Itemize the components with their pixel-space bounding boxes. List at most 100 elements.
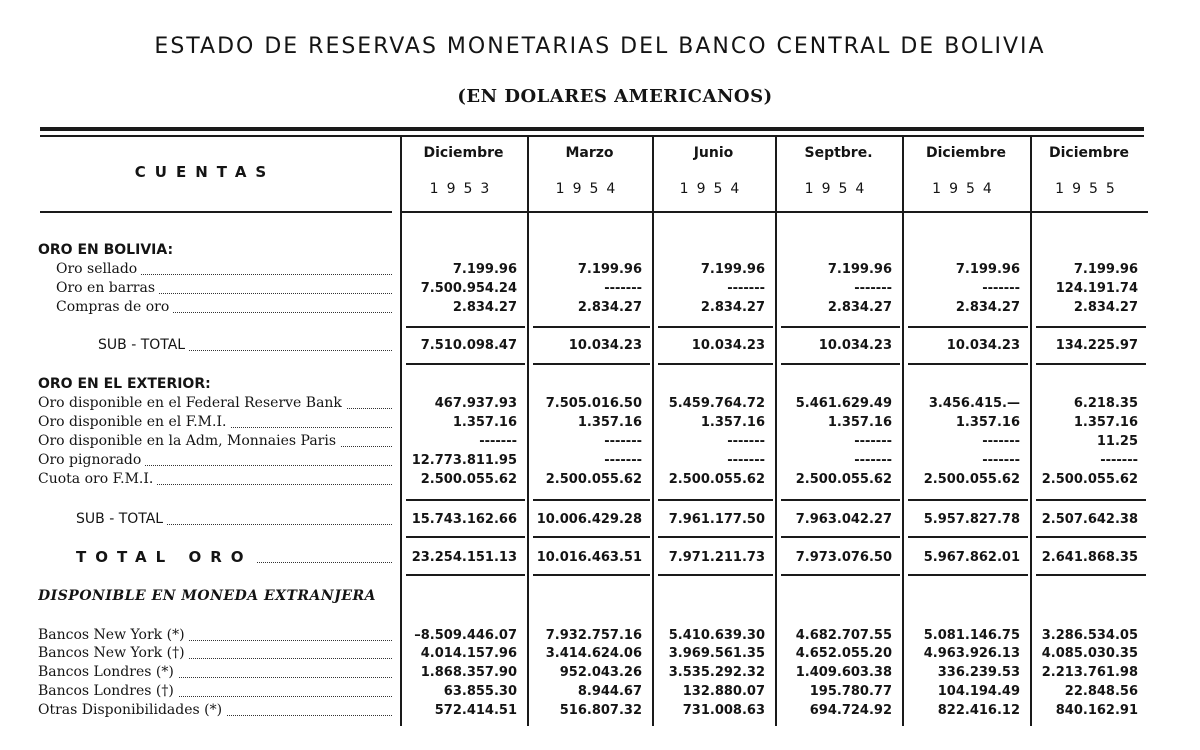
- table-cell: 2.834.27: [1073, 300, 1138, 315]
- table-cell: 467.937.93: [434, 396, 517, 411]
- subtotal-rule: [1036, 574, 1146, 576]
- table-cell: 10.034.23: [568, 338, 642, 353]
- row-label: Bancos Londres (*): [38, 663, 396, 682]
- subtotal-rule: [406, 574, 525, 576]
- table-cell: 124.191.74: [1055, 281, 1138, 296]
- table-cell: 572.414.51: [434, 703, 517, 718]
- table-cell: -------: [604, 281, 642, 296]
- table-cell: 10.016.463.51: [536, 550, 642, 565]
- table-cell: 2.500.055.62: [1041, 472, 1138, 487]
- column-divider: [902, 136, 904, 726]
- subtotal-rule: [658, 536, 773, 538]
- table-cell: 822.416.12: [937, 703, 1020, 718]
- table-cell: 1.357.16: [700, 415, 765, 430]
- table-cell: 1.868.357.90: [420, 665, 517, 680]
- subtotal-rule: [781, 363, 900, 365]
- table-cell: -------: [854, 434, 892, 449]
- table-cell: 1.357.16: [452, 415, 517, 430]
- column-year: 1955: [1055, 181, 1123, 197]
- table-cell: -------: [604, 453, 642, 468]
- column-year: 1954: [555, 181, 624, 197]
- table-cell: 2.834.27: [827, 300, 892, 315]
- table-cell: 2.500.055.62: [795, 472, 892, 487]
- table-cell: 3.286.534.05: [1041, 628, 1138, 643]
- table-cell: 15.743.162.66: [411, 512, 517, 527]
- table-cell: 7.963.042.27: [795, 512, 892, 527]
- table-cell: 5.461.629.49: [795, 396, 892, 411]
- table-cell: -------: [982, 281, 1020, 296]
- table-cell: 104.194.49: [937, 684, 1020, 699]
- table-cell: 195.780.77: [809, 684, 892, 699]
- subtotal-rule: [908, 363, 1028, 365]
- column-divider: [775, 136, 777, 726]
- table-cell: -------: [727, 434, 765, 449]
- top-rule-thick: [40, 127, 1144, 131]
- table-cell: 7.199.96: [827, 262, 892, 277]
- table-cell: 134.225.97: [1055, 338, 1138, 353]
- page-subtitle: (EN DOLARES AMERICANOS): [457, 86, 773, 107]
- subtotal-rule: [658, 574, 773, 576]
- table-cell: 7.199.96: [955, 262, 1020, 277]
- subtotal-rule: [406, 326, 525, 328]
- table-cell: 731.008.63: [682, 703, 765, 718]
- row-label: Oro sellado: [56, 260, 396, 279]
- subtotal-rule: [406, 363, 525, 365]
- table-cell: 2.834.27: [700, 300, 765, 315]
- subtotal-rule: [658, 363, 773, 365]
- subtotal-rule: [533, 574, 650, 576]
- row-label: Oro en barras: [56, 279, 396, 298]
- table-cell: 10.034.23: [691, 338, 765, 353]
- table-cell: -------: [479, 434, 517, 449]
- table-cell: 7.973.076.50: [795, 550, 892, 565]
- table-cell: 1.357.16: [1073, 415, 1138, 430]
- column-month: Marzo: [565, 145, 614, 161]
- table-cell: -------: [727, 281, 765, 296]
- table-cell: 1.409.603.38: [795, 665, 892, 680]
- column-month: Junio: [693, 145, 734, 161]
- table-cell: 4.652.055.20: [795, 646, 892, 661]
- table-cell: -------: [727, 453, 765, 468]
- table-cell: 10.034.23: [946, 338, 1020, 353]
- subtotal-rule: [658, 499, 773, 501]
- table-cell: 2.834.27: [452, 300, 517, 315]
- table-cell: 3.456.415.—: [928, 396, 1020, 411]
- table-cell: 3.969.561.35: [668, 646, 765, 661]
- row-label: TOTAL ORO: [76, 548, 396, 567]
- row-label: ORO EN BOLIVIA:: [38, 241, 396, 260]
- table-cell: 10.034.23: [818, 338, 892, 353]
- subtotal-rule: [1036, 363, 1146, 365]
- column-divider: [1030, 136, 1032, 726]
- subtotal-rule: [533, 326, 650, 328]
- column-month: Septbre.: [804, 145, 873, 161]
- table-cell: 3.535.292.32: [668, 665, 765, 680]
- table-cell: 2.834.27: [955, 300, 1020, 315]
- table-cell: 7.199.96: [577, 262, 642, 277]
- table-cell: 336.239.53: [937, 665, 1020, 680]
- subtotal-rule: [781, 536, 900, 538]
- table-cell: 1.357.16: [577, 415, 642, 430]
- page-title: ESTADO DE RESERVAS MONETARIAS DEL BANCO …: [154, 34, 1046, 59]
- table-cell: -------: [982, 453, 1020, 468]
- subtotal-rule: [1036, 326, 1146, 328]
- table-cell: 1.357.16: [955, 415, 1020, 430]
- table-cell: 7.199.96: [452, 262, 517, 277]
- table-cell: 3.414.624.06: [545, 646, 642, 661]
- row-label: Oro pignorado: [38, 451, 396, 470]
- table-cell: 694.724.92: [809, 703, 892, 718]
- subtotal-rule: [1036, 536, 1146, 538]
- row-label: Oro disponible en el F.M.I.: [38, 413, 396, 432]
- column-month: Diciembre: [423, 145, 504, 161]
- table-cell: -------: [854, 281, 892, 296]
- row-label: Oro disponible en el Federal Reserve Ban…: [38, 394, 396, 413]
- table-cell: 10.006.429.28: [536, 512, 642, 527]
- table-cell: -------: [854, 453, 892, 468]
- table-cell: 132.880.07: [682, 684, 765, 699]
- subtotal-rule: [406, 536, 525, 538]
- subtotal-rule: [781, 574, 900, 576]
- table-cell: 7.932.757.16: [545, 628, 642, 643]
- table-cell: 2.507.642.38: [1041, 512, 1138, 527]
- table-cell: -------: [1100, 453, 1138, 468]
- top-rule-thin: [40, 135, 1144, 137]
- column-month: Diciembre: [925, 145, 1007, 161]
- subtotal-rule: [533, 363, 650, 365]
